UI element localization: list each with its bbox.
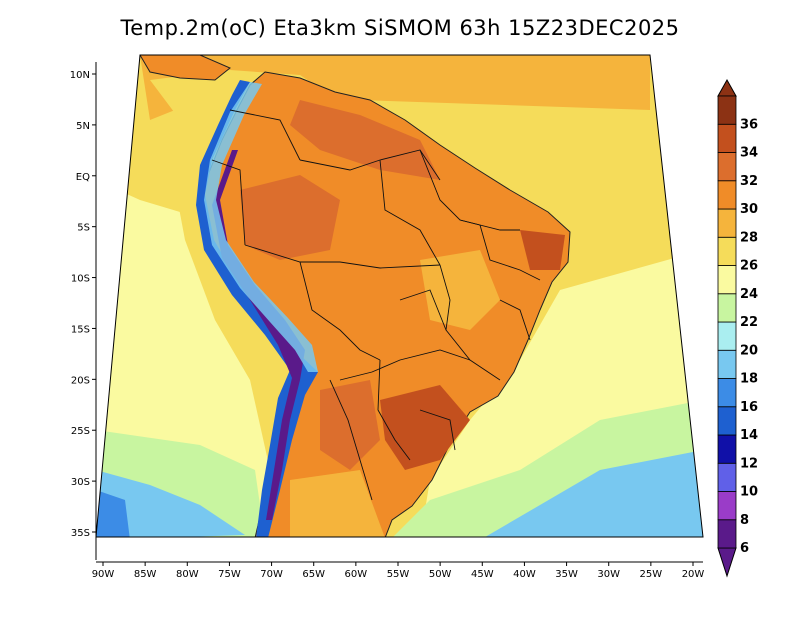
lon-tick-label: 45W xyxy=(471,569,494,580)
lat-tick-label: 35S xyxy=(71,528,90,539)
patagonia-mild-region xyxy=(290,470,385,537)
caribbean-warm-region xyxy=(140,55,650,120)
lat-tick-label: 5N xyxy=(76,121,90,132)
political-borders xyxy=(211,109,541,501)
colorbar-level-label: 8 xyxy=(740,513,749,528)
lon-tick-label: 50W xyxy=(429,569,452,580)
colorbar-level-label: 10 xyxy=(740,485,758,500)
colorbar-segment xyxy=(717,123,737,153)
colorbar-segment xyxy=(717,349,737,379)
andes-fringe-light xyxy=(204,82,318,372)
north-coast-hot-region xyxy=(290,100,440,180)
central-warm-region xyxy=(420,250,500,330)
colorbar-level-label: 36 xyxy=(740,117,758,132)
colorbar-level-label: 28 xyxy=(740,230,758,245)
map-title: Temp.2m(oC) Eta3km SiSMOM 63h 15Z23DEC20… xyxy=(120,16,680,40)
colorbar-segment xyxy=(717,321,737,351)
pacific-cold-region xyxy=(96,470,245,537)
lat-tick-label: 30S xyxy=(71,477,90,488)
colorbar-segment xyxy=(717,406,737,436)
colorbar-segment xyxy=(717,462,737,492)
colorbar-level-label: 26 xyxy=(740,259,758,274)
colorbar-segment xyxy=(717,491,737,521)
amazon-hot-region xyxy=(240,175,340,260)
lat-tick-label: 10S xyxy=(71,274,90,285)
colorbar-level-label: 34 xyxy=(740,146,758,161)
central-america-land xyxy=(139,55,231,81)
lon-tick-label: 90W xyxy=(92,569,115,580)
lon-tick-label: 25W xyxy=(640,569,663,580)
lon-tick-label: 70W xyxy=(260,569,283,580)
latitude-axis: 10N 5N EQ 5S 10S 15S 20S 25S 30S 35S xyxy=(70,62,97,560)
lat-tick-label: 5S xyxy=(77,223,90,234)
map-frame xyxy=(95,54,704,538)
colorbar-level-label: 12 xyxy=(740,456,758,471)
colorbar-segment xyxy=(717,519,737,549)
colorbar-level-label: 6 xyxy=(740,541,749,556)
colorbar-level-label: 16 xyxy=(740,400,758,415)
colorbar-level-label: 32 xyxy=(740,174,758,189)
longitude-axis: 90W 85W 80W 75W 70W 65W 60W 55W 50W 45W 40W 35W 30W 2… xyxy=(92,561,705,580)
map-domain xyxy=(96,55,703,537)
lon-tick-label: 20W xyxy=(682,569,705,580)
lat-tick-label: 20S xyxy=(71,375,90,386)
andes-coldest-band xyxy=(212,150,305,520)
lon-tick-label: 75W xyxy=(218,569,241,580)
galapagos-islands xyxy=(96,174,105,183)
lon-tick-label: 65W xyxy=(302,569,325,580)
colorbar-segment xyxy=(717,95,737,125)
colorbar-segment xyxy=(717,180,737,210)
lon-tick-label: 55W xyxy=(387,569,410,580)
pacific-colder-region xyxy=(96,490,130,537)
northeast-hot-region xyxy=(520,230,565,270)
lat-tick-label: 10N xyxy=(70,70,90,81)
lon-tick-label: 85W xyxy=(134,569,157,580)
lon-tick-label: 40W xyxy=(513,569,536,580)
atlantic-cold-region xyxy=(480,450,703,537)
lon-tick-label: 35W xyxy=(555,569,578,580)
colorbar-max-arrow xyxy=(717,78,737,97)
colorbar-segment xyxy=(717,434,737,464)
colorbar-level-label: 14 xyxy=(740,428,758,443)
lon-tick-label: 60W xyxy=(345,569,368,580)
colorbar-level-label: 20 xyxy=(740,343,758,358)
colorbar-level-label: 22 xyxy=(740,315,758,330)
colorbar-level-label: 24 xyxy=(740,287,758,302)
lat-tick-label: 15S xyxy=(71,324,90,335)
colorbar-segment xyxy=(717,293,737,323)
colorbar-segment xyxy=(717,378,737,408)
colorbar-level-label: 18 xyxy=(740,372,758,387)
colorbar: 6 8 10 12 14 16 18 20 22 24 26 28 30 32 34 36 xyxy=(717,78,758,578)
lat-tick-label: 25S xyxy=(71,426,90,437)
lon-tick-label: 30W xyxy=(597,569,620,580)
colorbar-min-arrow xyxy=(717,547,737,578)
colorbar-level-label: 30 xyxy=(740,202,758,217)
lon-tick-label: 80W xyxy=(176,569,199,580)
colorbar-segment xyxy=(717,152,737,182)
southeast-hot-region xyxy=(380,385,470,470)
colorbar-segment xyxy=(717,208,737,238)
colorbar-segment xyxy=(717,236,737,266)
chaco-hot-region xyxy=(320,380,380,470)
colorbar-segment xyxy=(717,265,737,295)
lat-tick-label: EQ xyxy=(76,172,90,183)
